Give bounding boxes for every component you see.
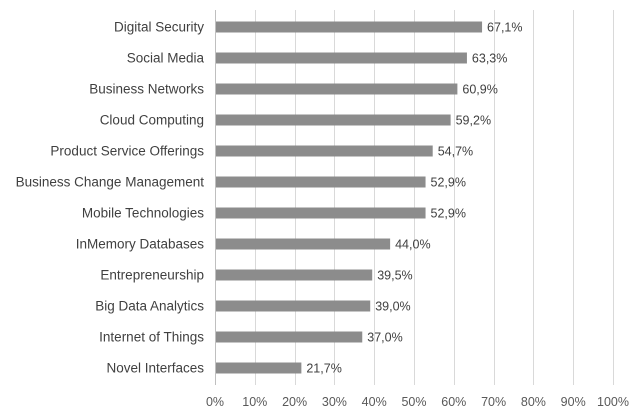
x-tick-label: 60% bbox=[441, 395, 466, 409]
value-label: 54,7% bbox=[438, 145, 473, 159]
gridlines bbox=[215, 10, 614, 385]
category-label: Business Networks bbox=[89, 82, 204, 97]
value-label: 39,0% bbox=[375, 300, 410, 314]
x-tick-label: 20% bbox=[282, 395, 307, 409]
bar bbox=[216, 145, 433, 157]
bar bbox=[216, 269, 373, 281]
value-label: 52,9% bbox=[431, 207, 466, 221]
x-tick-label: 50% bbox=[401, 395, 426, 409]
x-tick-label: 10% bbox=[242, 395, 267, 409]
bar bbox=[216, 21, 483, 33]
x-tick-label: 40% bbox=[362, 395, 387, 409]
bars bbox=[216, 21, 483, 374]
bar bbox=[216, 176, 426, 188]
x-tick-label: 30% bbox=[322, 395, 347, 409]
category-label: Business Change Management bbox=[16, 175, 205, 190]
value-label: 60,9% bbox=[462, 83, 497, 97]
category-labels: Digital Security Social Media Business Net… bbox=[16, 20, 205, 376]
bar bbox=[216, 300, 371, 312]
category-label: Product Service Offerings bbox=[50, 144, 204, 159]
value-label: 52,9% bbox=[431, 176, 466, 190]
value-label: 63,3% bbox=[472, 52, 507, 66]
value-labels: 67,1% 63,3% 60,9% 59,2% 54,7% 52,9% 52,9% 44,0%… bbox=[306, 21, 522, 376]
value-label: 67,1% bbox=[487, 21, 522, 35]
category-label: Internet of Things bbox=[99, 330, 204, 345]
bar bbox=[216, 83, 458, 95]
value-label: 44,0% bbox=[395, 238, 430, 252]
bar bbox=[216, 362, 302, 374]
category-label: Digital Security bbox=[114, 20, 204, 35]
category-label: Social Media bbox=[127, 51, 205, 66]
x-tick-label: 80% bbox=[521, 395, 546, 409]
bar bbox=[216, 52, 467, 64]
bar bbox=[216, 114, 451, 126]
value-label: 37,0% bbox=[367, 331, 402, 345]
x-tick-label: 70% bbox=[481, 395, 506, 409]
x-tick-label: 90% bbox=[561, 395, 586, 409]
value-label: 59,2% bbox=[456, 114, 491, 128]
bar bbox=[216, 331, 363, 343]
bar bbox=[216, 238, 391, 250]
category-label: Entrepreneurship bbox=[100, 268, 204, 283]
category-label: InMemory Databases bbox=[76, 237, 205, 252]
category-label: Big Data Analytics bbox=[95, 299, 204, 314]
category-label: Mobile Technologies bbox=[82, 206, 204, 221]
category-label: Cloud Computing bbox=[100, 113, 204, 128]
x-tick-label: 100% bbox=[597, 395, 629, 409]
x-axis-tick-labels: 0% 10% 20% 30% 40% 50% 60% 70% 80% 90% 100% bbox=[206, 395, 629, 409]
bar bbox=[216, 207, 426, 219]
x-tick-label: 0% bbox=[206, 395, 224, 409]
value-label: 21,7% bbox=[306, 362, 341, 376]
value-label: 39,5% bbox=[377, 269, 412, 283]
category-label: Novel Interfaces bbox=[106, 361, 204, 376]
